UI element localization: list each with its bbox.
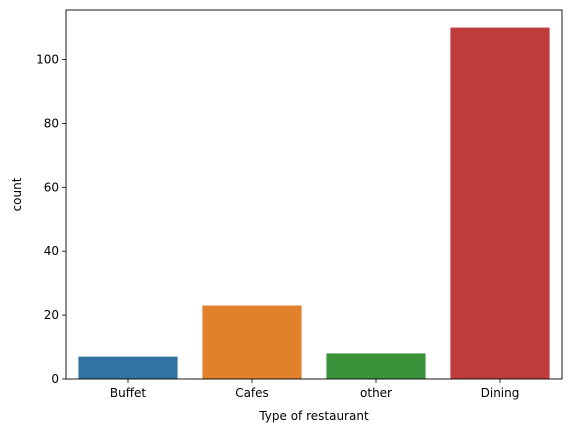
y-tick-label: 100 bbox=[36, 53, 59, 67]
y-tick-label: 20 bbox=[44, 308, 59, 322]
y-tick-label: 0 bbox=[51, 372, 59, 386]
bar-dining bbox=[450, 27, 550, 379]
y-axis-label: count bbox=[10, 177, 24, 211]
bars-group bbox=[78, 27, 550, 379]
x-tick-label: Buffet bbox=[110, 386, 146, 400]
plot-frame bbox=[65, 9, 563, 380]
y-axis: 0 20 40 60 80 100 bbox=[36, 53, 66, 386]
x-axis-label: Type of restaurant bbox=[258, 409, 369, 423]
y-tick-label: 80 bbox=[44, 116, 59, 130]
x-tick-label: other bbox=[360, 386, 392, 400]
y-tick-label: 60 bbox=[44, 180, 59, 194]
y-tick-label: 40 bbox=[44, 244, 59, 258]
x-tick-label: Cafes bbox=[235, 386, 269, 400]
bar-other bbox=[326, 353, 426, 379]
x-tick-label: Dining bbox=[481, 386, 520, 400]
x-axis: Buffet Cafes other Dining bbox=[110, 379, 519, 400]
bar-cafes bbox=[202, 305, 302, 379]
bar-buffet bbox=[78, 356, 178, 379]
